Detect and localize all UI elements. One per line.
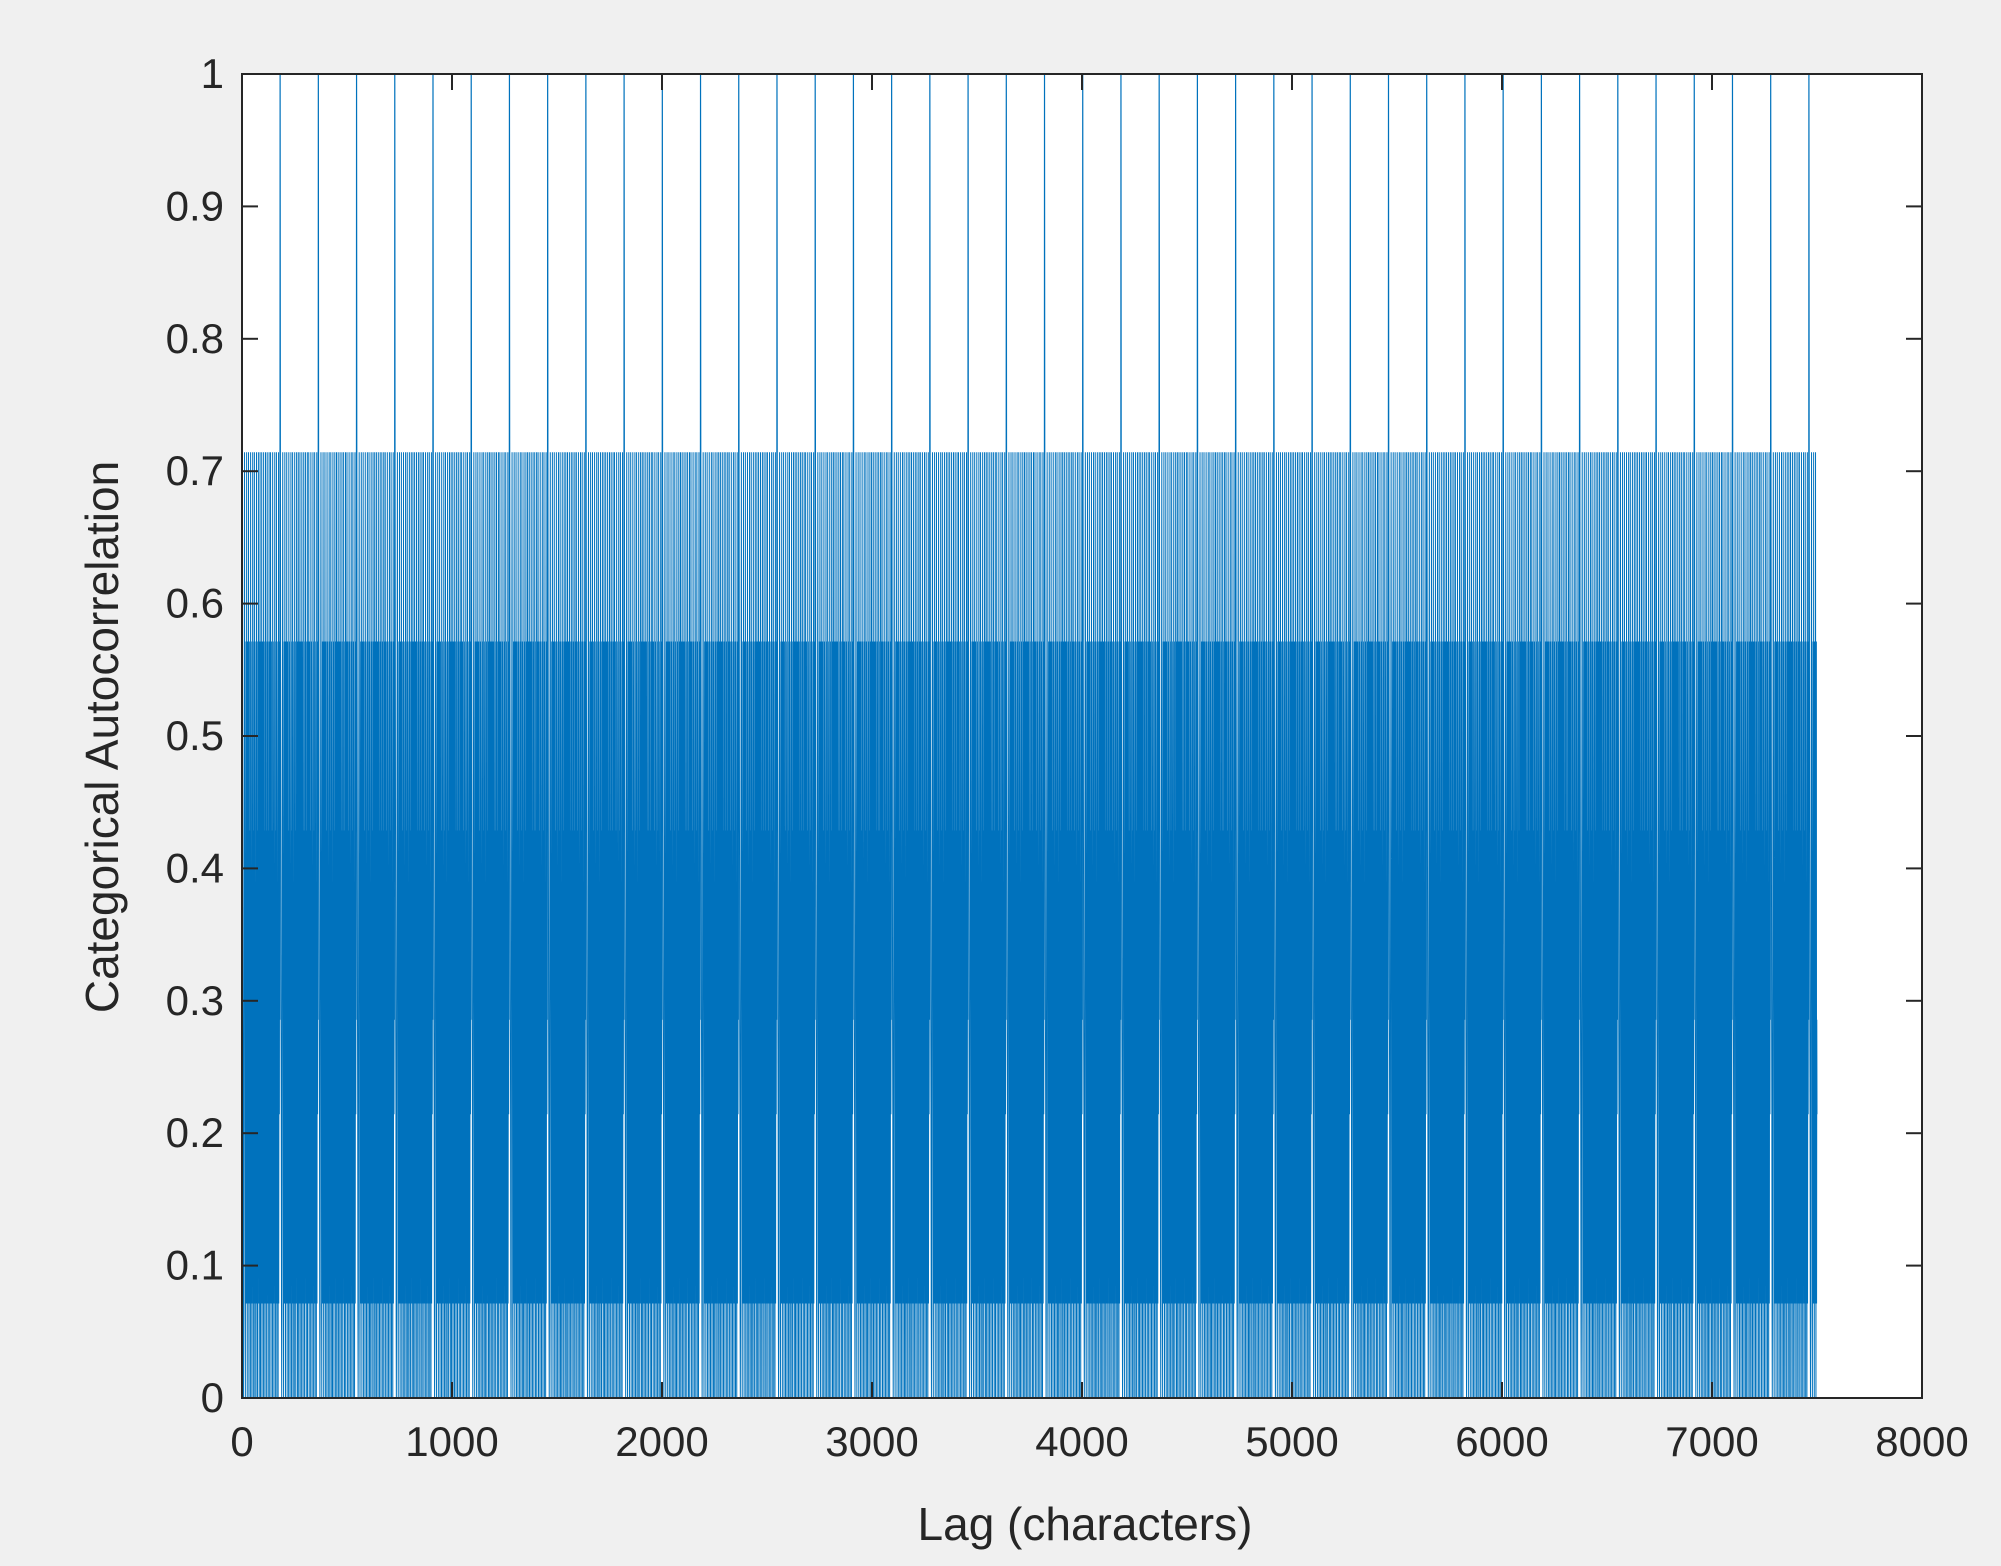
x-tick-label: 6000 <box>1455 1418 1548 1465</box>
y-tick-label: 0.2 <box>166 1109 224 1156</box>
x-tick-label: 8000 <box>1875 1418 1968 1465</box>
y-tick-label: 0.5 <box>166 712 224 759</box>
x-tick-label: 7000 <box>1665 1418 1758 1465</box>
x-tick-label: 2000 <box>615 1418 708 1465</box>
y-tick-label: 0.1 <box>166 1242 224 1289</box>
y-tick-label: 0.3 <box>166 977 224 1024</box>
x-tick-label: 3000 <box>825 1418 918 1465</box>
y-tick-label: 0.8 <box>166 315 224 362</box>
x-tick-label: 0 <box>230 1418 253 1465</box>
y-tick-label: 0.4 <box>166 844 224 891</box>
x-tick-label: 4000 <box>1035 1418 1128 1465</box>
axis-ticks <box>241 73 1923 1399</box>
series-line <box>241 73 1818 1399</box>
y-tick-label: 1 <box>201 50 224 97</box>
y-tick-label: 0.6 <box>166 580 224 627</box>
x-tick-labels: 0 1000 2000 3000 4000 5000 6000 7000 8000 <box>230 1418 1968 1465</box>
x-axis-label: Lag (characters) <box>918 1498 1253 1550</box>
y-tick-label: 0.9 <box>166 182 224 229</box>
y-tick-label: 0.7 <box>166 447 224 494</box>
x-tick-label: 5000 <box>1245 1418 1338 1465</box>
y-axis-label: Categorical Autocorrelation <box>76 461 128 1013</box>
x-tick-label: 1000 <box>405 1418 498 1465</box>
series-autocorrelation <box>241 73 1818 1399</box>
y-tick-labels: 0 0.1 0.2 0.3 0.4 0.5 0.6 0.7 0.8 0.9 1 <box>166 50 224 1421</box>
y-tick-label: 0 <box>201 1374 224 1421</box>
